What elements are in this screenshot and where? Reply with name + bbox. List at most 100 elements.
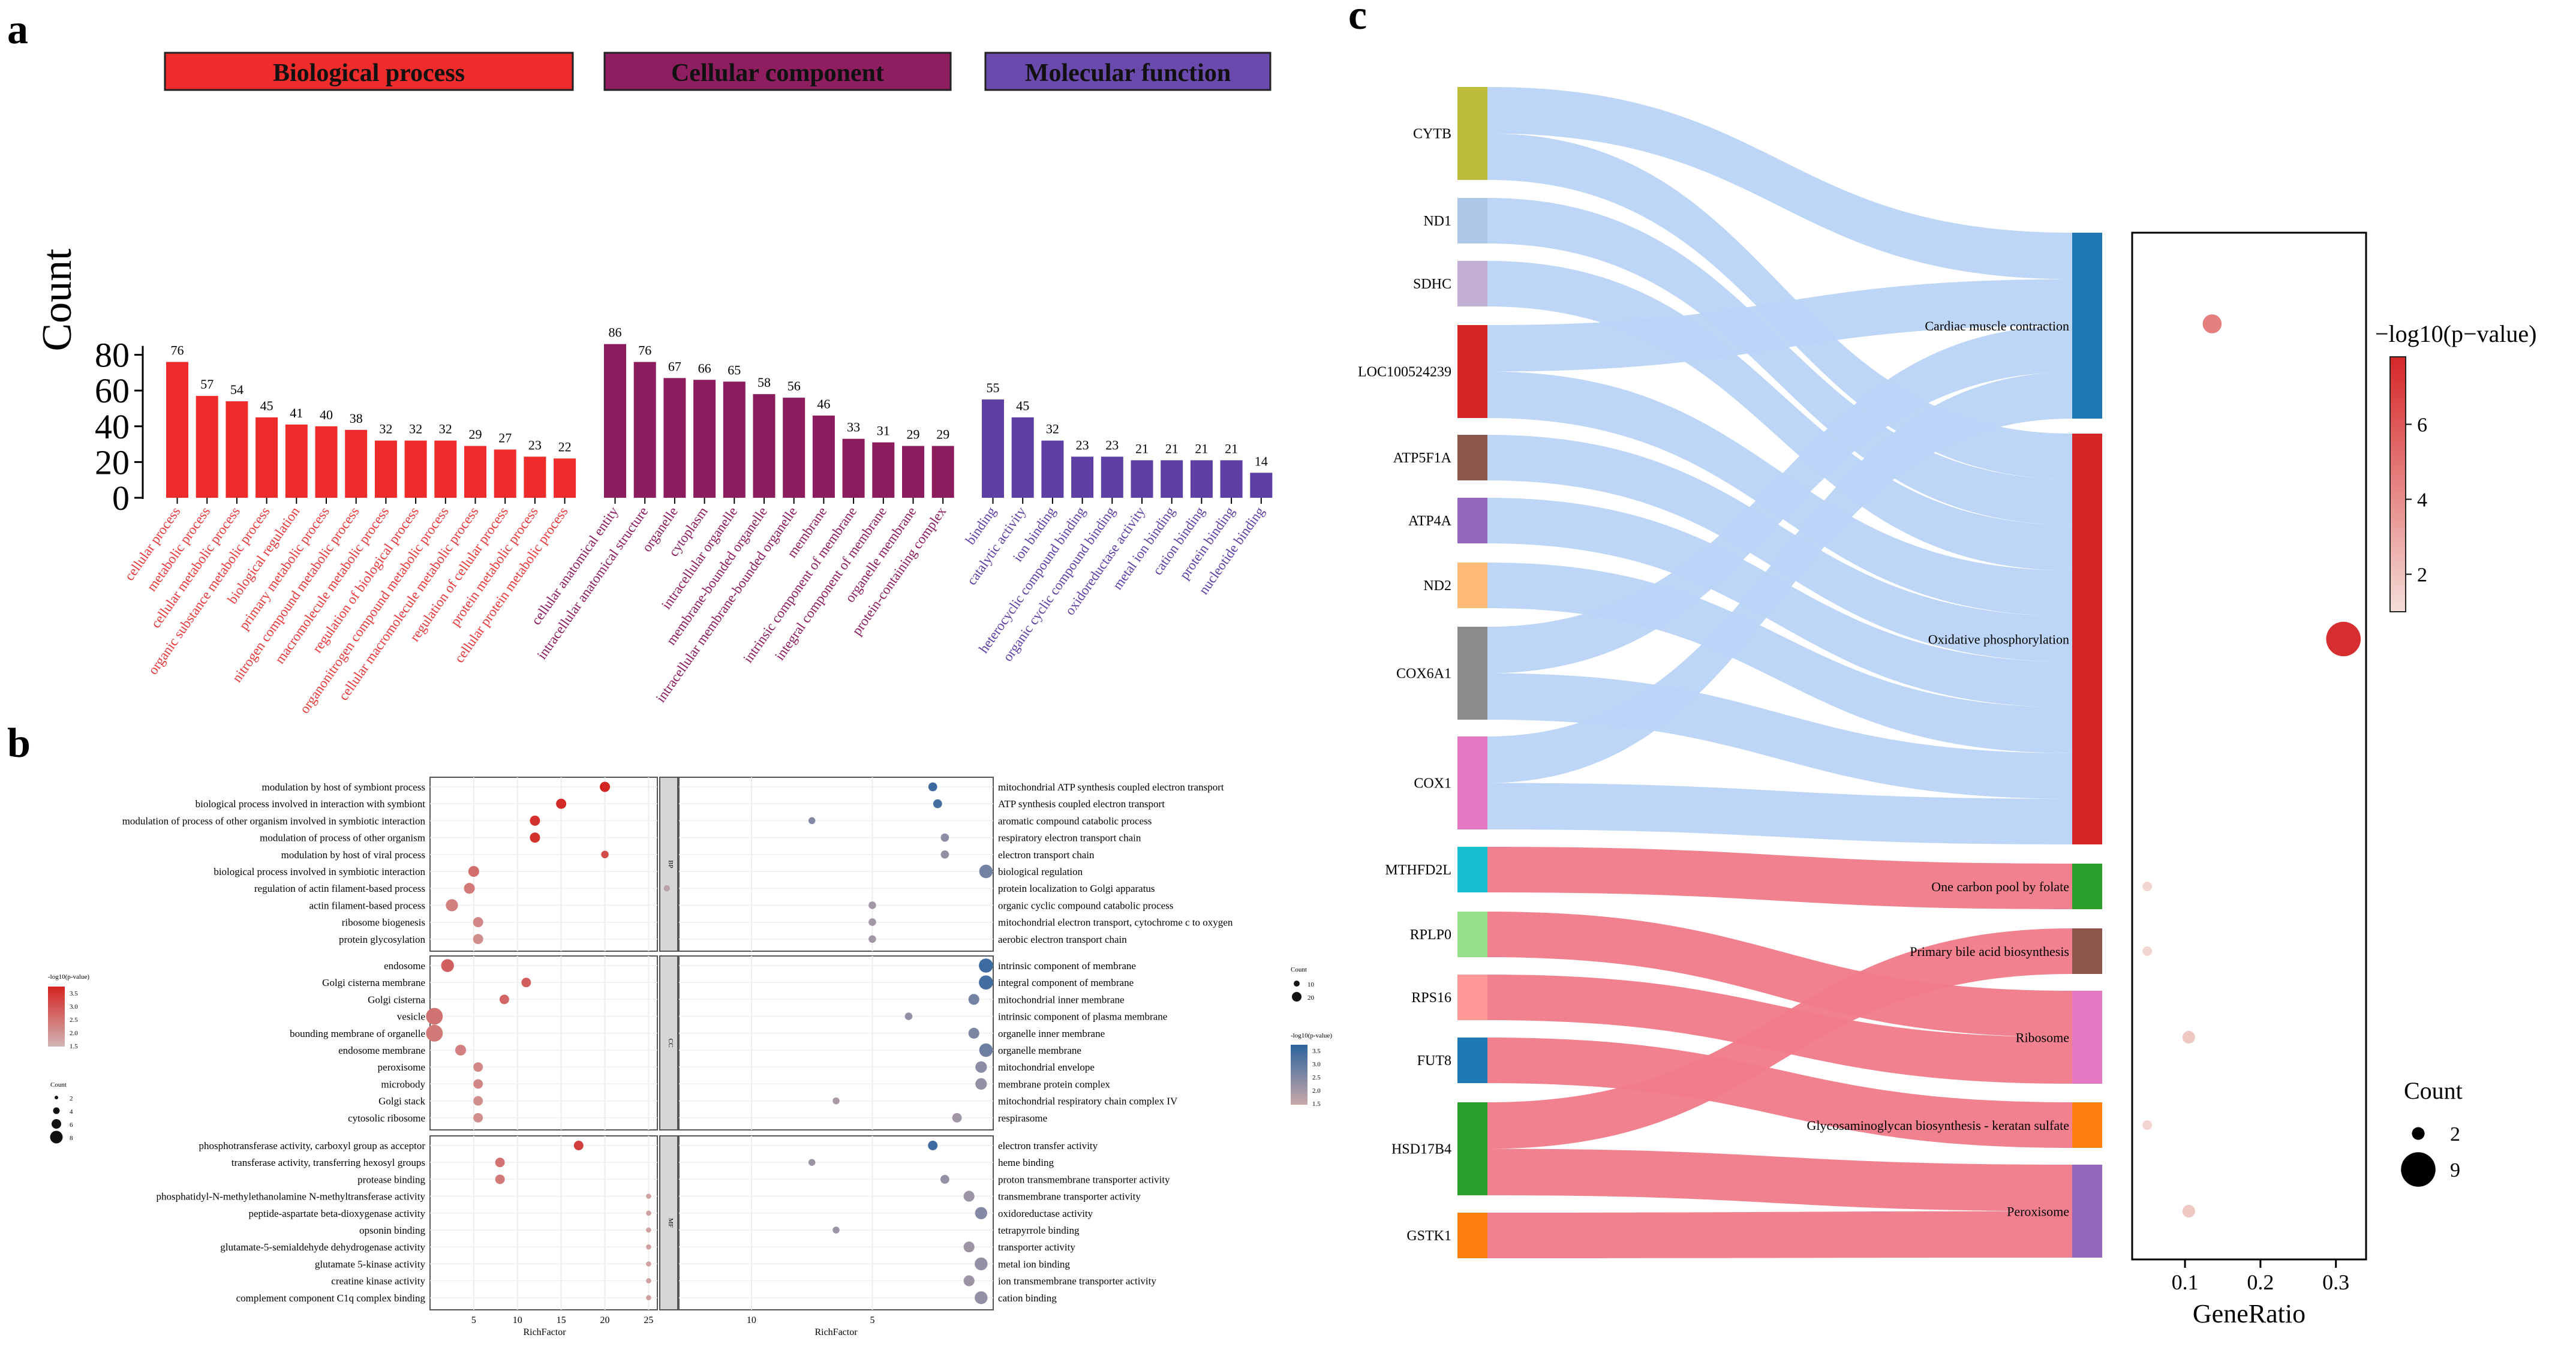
sankey-link (1487, 435, 2072, 662)
sankey-link (1487, 847, 2072, 909)
term-dot (495, 1174, 505, 1184)
term-dot (663, 885, 671, 892)
pathway-label: Peroxisome (2007, 1204, 2069, 1219)
term-dot (979, 975, 993, 990)
colorbar-tick-label: 4 (2417, 489, 2427, 512)
gene-label: HSD17B4 (1391, 1142, 1451, 1157)
term-label: tetrapyrrole binding (998, 1225, 1080, 1236)
bar-value-label: 14 (1255, 453, 1268, 468)
panel-b: BP CC MF modulation by host of symbiont pro… (48, 777, 1332, 1337)
sankey-link (1487, 87, 2072, 279)
gene-node (1457, 1038, 1487, 1083)
term-label: phosphatidyl-N-methylethanolamine N-meth… (157, 1191, 426, 1202)
term-dot (933, 799, 942, 808)
term-label: intrinsic component of plasma membrane (998, 1011, 1167, 1023)
bar (1220, 460, 1243, 498)
pathway-dot (2202, 314, 2222, 333)
sankey-link (1487, 261, 2072, 571)
term-label: ATP synthesis coupled electron transport (998, 798, 1165, 810)
legend-title: -log10(p-value) (1291, 1032, 1332, 1039)
bar-value-label: 58 (758, 375, 771, 390)
x-tick-label: 5 (471, 1315, 476, 1325)
pathway-node (2072, 1165, 2102, 1258)
term-label: bounding membrane of organelle (290, 1028, 425, 1039)
bar (842, 438, 865, 498)
bar-value-label: 40 (320, 407, 333, 422)
bar (604, 344, 626, 498)
term-dot (601, 850, 609, 859)
term-dot (426, 1024, 443, 1042)
legend-tick-label: 6 (70, 1122, 73, 1129)
bar (1161, 460, 1183, 498)
legend-tick-label: 3.0 (70, 1003, 78, 1011)
term-dot (455, 1044, 467, 1056)
group-header-box (164, 52, 574, 91)
pathway-label: Ribosome (2016, 1030, 2069, 1045)
pathway-dot (2142, 946, 2153, 956)
gene-node (1457, 1213, 1487, 1258)
bar-value-label: 32 (409, 422, 422, 437)
bar (166, 362, 188, 498)
legend-colorbar (48, 987, 65, 1047)
gene-node (1457, 435, 1487, 480)
gene-label: LOC100524239 (1358, 365, 1451, 380)
bar-value-label: 23 (528, 437, 542, 452)
sankey-link (1487, 1148, 2072, 1211)
term-label: mitochondrial electron transport, cytoch… (998, 917, 1233, 928)
gene-node (1457, 847, 1487, 892)
legend-size-dot (50, 1130, 63, 1144)
term-dot (646, 1261, 651, 1267)
panel-label-b: b (7, 720, 31, 766)
term-dot (832, 1097, 840, 1105)
gene-node (1457, 1102, 1487, 1195)
gene-label: CYTB (1413, 127, 1451, 142)
term-label: integral component of membrane (998, 977, 1134, 988)
bar (1011, 417, 1034, 498)
term-dot (928, 1141, 938, 1150)
gene-node (1457, 912, 1487, 957)
facet-strip-label: CC (667, 1039, 674, 1048)
pathway-dot (2182, 1204, 2195, 1218)
legend-tick-label: 2 (70, 1095, 73, 1102)
panel-label-c: c (1348, 0, 1367, 38)
group-header-label: Cellular component (671, 59, 884, 87)
term-label: protein localization to Golgi apparatus (998, 883, 1155, 894)
y-tick-label: 20 (95, 443, 130, 482)
term-label: ion transmembrane transporter activity (998, 1276, 1156, 1287)
term-label: Golgi cisterna membrane (322, 977, 425, 988)
sankey-link (1487, 326, 2072, 674)
bar (226, 401, 248, 498)
bar (1071, 456, 1094, 498)
bar (345, 429, 368, 498)
term-label: membrane protein complex (998, 1078, 1110, 1090)
bar-value-label: 54 (230, 382, 244, 397)
bar-value-label: 23 (1105, 437, 1119, 452)
y-tick-label: 40 (95, 407, 130, 446)
gene-node (1457, 736, 1487, 829)
bar-value-label: 67 (668, 359, 681, 374)
legend-tick-label: 2.0 (1312, 1087, 1321, 1095)
term-dot (963, 1241, 975, 1253)
legend-size-dot (1292, 992, 1301, 1002)
gene-label: ND1 (1423, 214, 1451, 229)
term-label: respirasome (998, 1113, 1047, 1124)
legend-tick-label: 1.5 (1312, 1101, 1321, 1108)
term-label: glutamate 5-kinase activity (315, 1258, 426, 1270)
term-dot (556, 798, 567, 809)
bar (404, 440, 427, 498)
term-dot (646, 1295, 651, 1301)
bar-value-label: 57 (200, 377, 214, 392)
bar (872, 442, 895, 498)
facet-strip (659, 955, 678, 1130)
x-tick-label: 0.1 (2172, 1270, 2199, 1294)
term-dot (979, 1043, 993, 1057)
term-dot (473, 934, 483, 945)
bar-value-label: 29 (469, 427, 482, 442)
bar (693, 380, 716, 498)
x-tick-label: 20 (600, 1315, 610, 1325)
legend-size-dot (52, 1119, 61, 1129)
term-label: electron transfer activity (998, 1140, 1098, 1151)
pathway-node (2072, 1102, 2102, 1148)
term-dot (975, 1207, 987, 1219)
term-dot (646, 1210, 651, 1216)
